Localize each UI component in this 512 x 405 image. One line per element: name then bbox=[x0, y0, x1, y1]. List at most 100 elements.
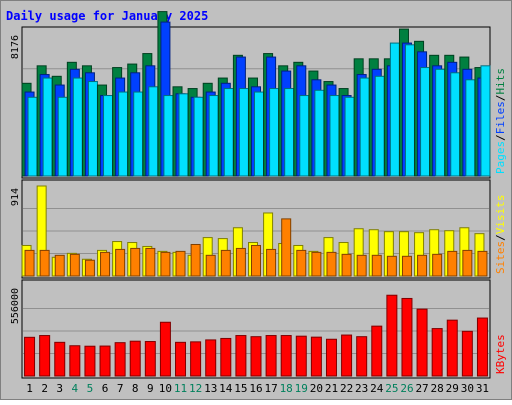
bar-pages-day-11 bbox=[178, 93, 189, 177]
bar-kbytes-day-12 bbox=[190, 341, 202, 377]
bar-sites-day-13 bbox=[205, 254, 216, 277]
bar-kbytes-day-9 bbox=[144, 341, 156, 377]
bar-kbytes-day-14 bbox=[220, 337, 232, 377]
bar-pages-day-28 bbox=[435, 68, 446, 177]
panel-axis-label: Sites/Visits bbox=[494, 195, 507, 275]
x-tick-label-day-11: 11 bbox=[174, 382, 187, 395]
bar-pages-day-24 bbox=[374, 75, 385, 177]
bar-kbytes-day-17 bbox=[265, 335, 277, 377]
bar-kbytes-day-24 bbox=[371, 325, 383, 377]
bar-kbytes-day-2 bbox=[39, 335, 51, 377]
bar-sites-day-21 bbox=[326, 251, 337, 277]
bar-pages-day-14 bbox=[223, 88, 234, 177]
x-tick-label-day-9: 9 bbox=[147, 382, 154, 395]
bar-sites-day-10 bbox=[160, 251, 171, 277]
bar-pages-day-19 bbox=[299, 95, 310, 177]
axis-label-part: / bbox=[494, 234, 507, 241]
x-tick-label-day-29: 29 bbox=[446, 382, 459, 395]
bar-sites-day-18 bbox=[281, 218, 292, 277]
axis-label-part: KBytes bbox=[494, 334, 507, 374]
axis-label-part: / bbox=[494, 134, 507, 141]
y-max-tick-label: 8176 bbox=[10, 35, 21, 59]
bar-kbytes-day-18 bbox=[280, 335, 292, 377]
bar-sites-day-26 bbox=[401, 255, 412, 277]
bar-kbytes-day-26 bbox=[401, 297, 413, 377]
bar-pages-day-17 bbox=[269, 88, 280, 177]
bar-kbytes-day-29 bbox=[446, 319, 458, 377]
bar-sites-day-27 bbox=[417, 254, 428, 277]
panel-visits-sites: 914 Sites/Visits bbox=[10, 179, 507, 279]
x-tick-label-day-6: 6 bbox=[102, 382, 109, 395]
x-tick-label-day-1: 1 bbox=[26, 382, 33, 395]
bar-kbytes-day-25 bbox=[386, 294, 398, 377]
chart-title: Daily usage for January 2025 bbox=[6, 9, 208, 23]
bar-kbytes-day-11 bbox=[175, 341, 187, 377]
bar-sites-day-30 bbox=[462, 249, 473, 277]
bar-kbytes-day-31 bbox=[476, 317, 488, 377]
bar-kbytes-day-1 bbox=[24, 336, 36, 377]
y-max-tick-label: 556000 bbox=[10, 288, 21, 324]
bar-pages-day-29 bbox=[450, 72, 461, 177]
x-tick-label-day-20: 20 bbox=[310, 382, 323, 395]
bar-sites-day-31 bbox=[477, 250, 488, 277]
bar-pages-day-3 bbox=[57, 96, 68, 177]
bar-kbytes-day-20 bbox=[310, 336, 322, 377]
bar-sites-day-22 bbox=[341, 253, 352, 277]
panel-frame bbox=[21, 179, 491, 279]
bar-pages-day-1 bbox=[27, 96, 38, 177]
y-max-tick-label: 914 bbox=[10, 188, 21, 206]
bar-pages-day-2 bbox=[42, 77, 53, 177]
bar-kbytes-day-16 bbox=[250, 336, 262, 377]
x-tick-label-day-2: 2 bbox=[41, 382, 48, 395]
bar-sites-day-5 bbox=[84, 259, 95, 277]
panel-frame bbox=[21, 279, 491, 379]
x-tick-label-day-10: 10 bbox=[159, 382, 172, 395]
bar-kbytes-day-23 bbox=[356, 336, 368, 377]
bar-pages-day-7 bbox=[118, 91, 129, 177]
bar-sites-day-15 bbox=[235, 247, 246, 277]
bar-kbytes-day-28 bbox=[431, 328, 443, 377]
bar-sites-day-1 bbox=[24, 249, 35, 277]
bar-pages-day-10 bbox=[163, 95, 174, 177]
bar-sites-day-9 bbox=[145, 247, 156, 277]
x-tick-label-day-27: 27 bbox=[415, 382, 428, 395]
bar-pages-day-18 bbox=[284, 88, 295, 177]
bar-pages-day-15 bbox=[238, 88, 249, 177]
bar-kbytes-day-10 bbox=[159, 321, 171, 377]
bar-kbytes-day-15 bbox=[235, 335, 247, 377]
bar-pages-day-8 bbox=[133, 91, 144, 177]
x-axis-day-labels: 1 2 3 4 5 6 7 8 9 10 11 12 13 14 15 16 17 18 19 20 21 22 23 24 2… bbox=[26, 382, 489, 395]
bar-pages-day-25 bbox=[389, 42, 400, 177]
bar-sites-day-16 bbox=[251, 244, 261, 277]
axis-label-part: Sites bbox=[494, 241, 507, 274]
x-tick-label-day-23: 23 bbox=[355, 382, 368, 395]
bar-pages-day-4 bbox=[72, 77, 83, 177]
panel-axis-label: Pages/Files/Hits bbox=[494, 68, 507, 174]
bar-kbytes-day-13 bbox=[205, 339, 217, 377]
bar-sites-day-23 bbox=[356, 254, 367, 277]
x-tick-label-day-28: 28 bbox=[431, 382, 444, 395]
x-tick-label-day-8: 8 bbox=[132, 382, 139, 395]
x-tick-label-day-22: 22 bbox=[340, 382, 353, 395]
axis-label-part: Pages bbox=[494, 141, 507, 174]
bar-pages-day-22 bbox=[344, 96, 355, 177]
bar-pages-day-30 bbox=[465, 79, 476, 177]
bar-pages-day-21 bbox=[329, 95, 340, 177]
bar-sites-day-28 bbox=[432, 253, 443, 277]
x-tick-label-day-17: 17 bbox=[264, 382, 277, 395]
bar-sites-day-8 bbox=[130, 247, 141, 277]
bar-sites-day-6 bbox=[100, 251, 111, 277]
bar-sites-day-19 bbox=[296, 249, 307, 277]
x-tick-label-day-31: 31 bbox=[476, 382, 489, 395]
bar-kbytes-day-27 bbox=[416, 308, 428, 377]
bar-pages-day-12 bbox=[193, 96, 204, 177]
panel-kbytes: 556000 KBytes bbox=[10, 279, 507, 379]
axis-label-part: Hits bbox=[494, 68, 507, 95]
x-tick-label-day-24: 24 bbox=[370, 382, 384, 395]
bar-pages-day-9 bbox=[148, 86, 159, 177]
bar-pages-day-6 bbox=[103, 95, 114, 177]
bar-sites-day-20 bbox=[311, 251, 322, 277]
